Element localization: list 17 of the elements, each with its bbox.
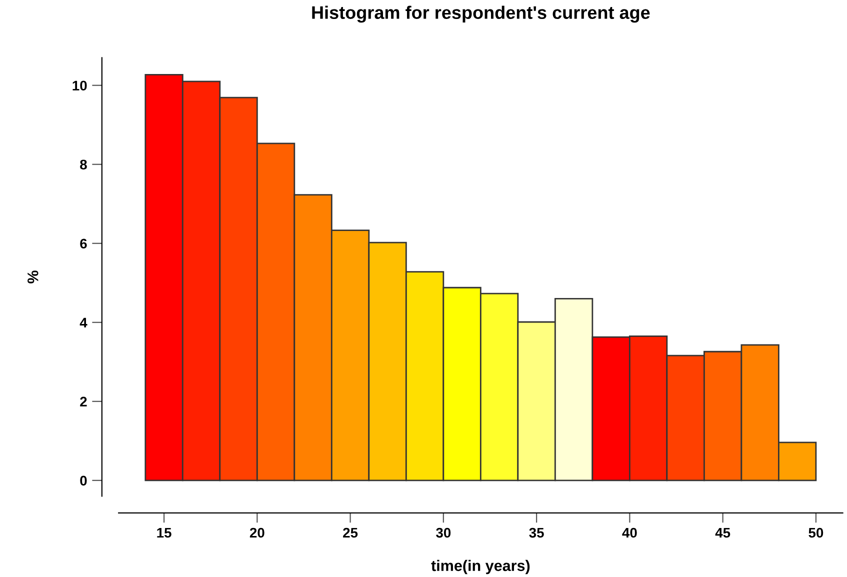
chart-title: Histogram for respondent's current age — [312, 6, 650, 23]
x-tick-label: 50 — [808, 528, 824, 538]
x-tick-label: 40 — [622, 528, 637, 538]
x-tick-label: 25 — [343, 528, 358, 538]
x-axis-title: time(in years) — [431, 560, 530, 574]
x-tick-label: 20 — [250, 528, 264, 538]
y-axis-title: % — [28, 270, 38, 284]
x-tick-label: 45 — [715, 528, 730, 538]
y-tick-label: 6 — [80, 238, 87, 249]
y-tick-label: 4 — [80, 318, 88, 328]
y-tick-label: 10 — [72, 80, 87, 91]
x-tick-label: 30 — [436, 528, 451, 538]
y-tick-label: 8 — [80, 160, 87, 170]
y-tick-label: 2 — [80, 396, 87, 406]
x-tick-label: 15 — [157, 528, 172, 538]
y-tick-label: 0 — [80, 476, 87, 486]
x-tick-label: 35 — [529, 528, 544, 538]
